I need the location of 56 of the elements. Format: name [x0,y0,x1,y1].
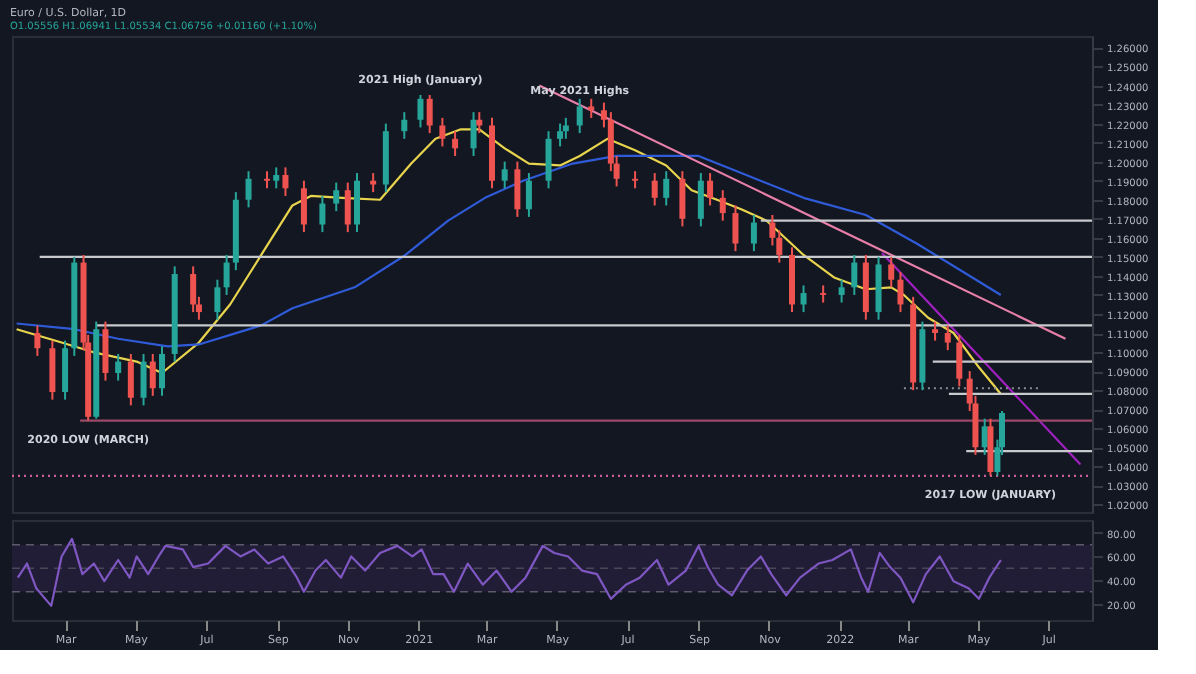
candlestick [426,94,433,135]
candlestick [34,324,41,357]
candlestick [470,111,477,157]
candlestick [62,339,69,401]
candlestick [333,181,340,213]
candlestick [439,116,446,148]
candlestick [545,130,552,190]
candlestick [525,172,532,218]
candlestick [732,204,739,253]
candlestick [452,130,459,157]
candlestick [319,194,326,234]
candlestick [588,97,595,119]
candlestick [370,172,377,194]
candlestick [888,255,895,289]
candlestick [576,97,583,135]
candlestick [223,253,230,296]
candlestick [707,172,714,207]
candlestick [838,278,845,304]
candlestick [679,170,686,228]
candlestick [562,116,569,140]
candlestick [820,284,827,304]
candlestick [417,94,424,129]
candlestick [354,172,360,234]
candlestick [344,181,351,234]
candlestick [514,160,521,218]
candlestick [697,172,704,228]
candlestick [557,122,564,148]
candlestick [159,345,165,397]
candlestick [102,320,109,382]
candlestick [401,111,408,140]
candlestick [719,189,726,222]
candlestick [190,265,197,314]
candlestick [932,320,939,342]
candlestick [127,352,134,407]
candlestick [282,166,289,197]
candlestick [851,253,858,296]
candlestick [245,170,252,209]
candlestick [49,339,56,401]
line-series [15,154,1002,348]
candlestick [944,324,951,352]
candlestick [663,170,670,207]
candlestick [149,352,156,397]
candlestick [987,417,994,477]
candlestick [273,166,280,190]
candlestick [651,172,658,207]
candlestick [214,278,221,321]
candlestick [875,255,882,321]
candlestick [750,213,757,253]
candlestick [501,160,508,190]
candlestick [800,284,807,314]
candlestick [300,179,307,234]
candlestick [897,271,904,314]
candlestick [115,352,122,382]
line-series [16,537,1002,607]
candlestick [956,333,963,388]
candlestick [140,352,147,407]
